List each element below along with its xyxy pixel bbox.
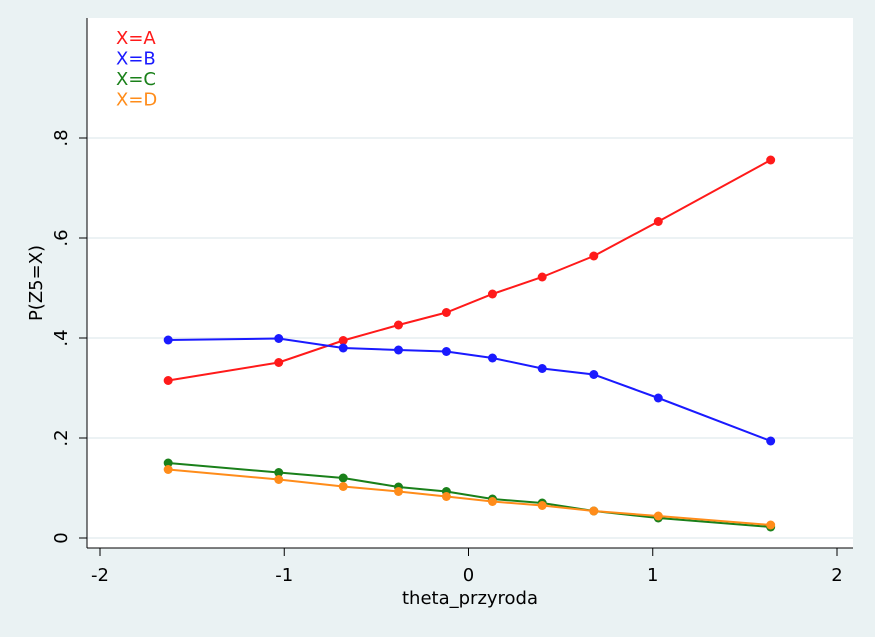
legend-entry: X=A [116, 28, 156, 49]
grid-lines [87, 137, 853, 539]
data-point [653, 511, 663, 521]
legend-entry: X=C [116, 69, 156, 90]
data-point [653, 217, 663, 226]
data-point [766, 436, 776, 446]
data-point [441, 492, 451, 501]
data-point [393, 320, 403, 330]
plot-area [87, 18, 853, 548]
y-tick-label: .6 [51, 229, 72, 246]
data-point [274, 475, 284, 484]
series-line [168, 159, 772, 382]
x-tick-label: 0 [463, 565, 474, 586]
data-point [338, 482, 348, 491]
y-tick-label: 0 [51, 532, 72, 543]
data-point [441, 347, 451, 356]
data-point [163, 335, 173, 345]
data-point [589, 370, 599, 379]
data-point [487, 497, 497, 506]
data-point [589, 251, 599, 261]
data-point [338, 336, 348, 345]
data-point [274, 334, 284, 343]
y-axis-ticks: 0 .2 .4 .6 .8 [51, 129, 87, 544]
data-point [393, 345, 403, 355]
series-X=B [163, 334, 776, 446]
series-X=D [163, 465, 776, 530]
data-point [537, 364, 547, 373]
data-point [338, 473, 348, 483]
data-point [338, 343, 348, 353]
data-point [589, 506, 599, 516]
series-line [168, 468, 771, 526]
data-point [163, 376, 173, 385]
data-point [163, 465, 173, 474]
data-point [274, 468, 284, 477]
y-tick-label: .8 [51, 129, 72, 146]
x-axis-ticks: -2 -1 0 1 2 [91, 548, 843, 586]
data-point [653, 393, 663, 403]
x-tick-label: 2 [831, 565, 842, 586]
x-axis-title: theta_przyroda [402, 588, 538, 609]
data-point [766, 520, 776, 530]
y-tick-label: .4 [51, 329, 72, 346]
x-tick-label: -1 [275, 565, 293, 586]
data-point [487, 289, 497, 299]
legend-entry: X=D [116, 90, 157, 111]
data-point [537, 501, 547, 510]
x-tick-label: -2 [91, 565, 109, 586]
series-lines [163, 155, 776, 532]
data-point [766, 155, 776, 165]
data-point [393, 487, 403, 496]
data-point [163, 458, 173, 468]
data-point [441, 308, 451, 317]
series-line [168, 337, 772, 442]
data-point [274, 358, 284, 367]
x-tick-label: 1 [647, 565, 658, 586]
y-axis-title: P(Z5=X) [26, 245, 47, 321]
legend: X=AX=BX=CX=D [116, 28, 157, 111]
data-point [487, 353, 497, 363]
series-X=A [163, 155, 776, 385]
data-point [537, 272, 547, 282]
legend-entry: X=B [116, 49, 156, 70]
y-tick-label: .2 [51, 429, 72, 446]
